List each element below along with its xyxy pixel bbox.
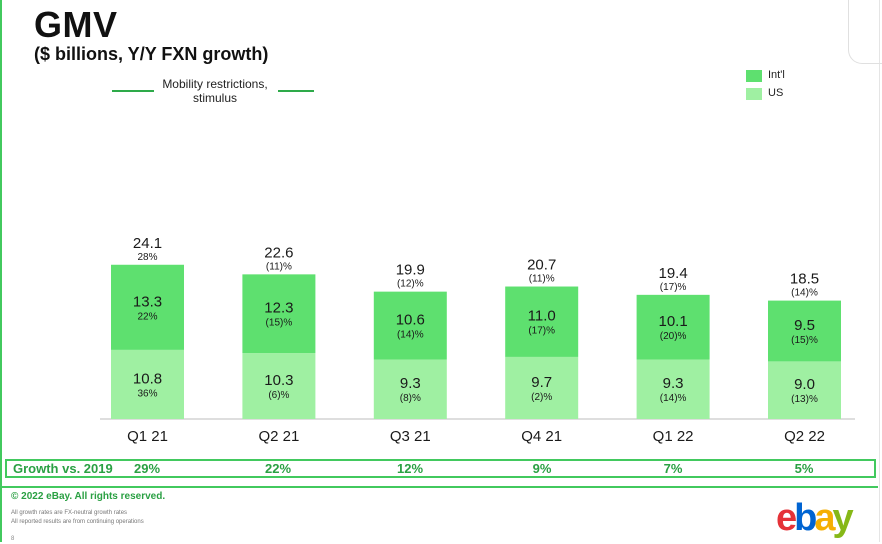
growth-value-q4-21: 9% <box>532 461 552 476</box>
growth-label-us-q3-21: (8)% <box>400 393 421 404</box>
gmv-stacked-bar-chart: 10.836%13.322%24.128%Q1 2110.3(6)%12.3(1… <box>100 235 855 445</box>
total-label-q3-21: 19.9 <box>396 262 425 279</box>
x-tick-label-q4-21: Q4 21 <box>521 428 562 445</box>
annotation-bracket-right <box>278 90 314 92</box>
growth-label-int-l-q2-21: (15)% <box>266 318 293 329</box>
growth-row-label: Growth vs. 2019 <box>13 461 113 476</box>
copyright-text: © 2022 eBay. All rights reserved. <box>11 491 166 502</box>
growth-label-us-q2-22: (13)% <box>791 394 818 405</box>
x-tick-label-q2-22: Q2 22 <box>784 428 825 445</box>
growth-label-us-q1-22: (14)% <box>660 393 687 404</box>
growth-label-int-l-q4-21: (17)% <box>528 326 555 337</box>
growth-label-int-l-q3-21: (14)% <box>397 330 424 341</box>
ebay-logo-letter: e <box>776 497 797 539</box>
data-label-int-l-q3-21: 10.6 <box>396 312 425 329</box>
bar-us-q1-22 <box>636 359 710 419</box>
ebay-logo: ebay <box>776 497 854 539</box>
annotation-note: Mobility restrictions, stimulus <box>162 77 268 105</box>
data-label-int-l-q1-22: 10.1 <box>658 313 687 330</box>
bar-us-q2-21 <box>242 353 316 419</box>
total-label-q1-22: 19.4 <box>658 265 687 282</box>
total-label-q2-21: 22.6 <box>264 244 293 261</box>
x-tick-label-q1-22: Q1 22 <box>653 428 694 445</box>
page-subtitle: ($ billions, Y/Y FXN growth) <box>34 44 269 64</box>
footnote-growth-rates: All growth rates are FX-neutral growth r… <box>11 510 128 516</box>
bar-int-l-q4-21 <box>505 286 579 357</box>
ebay-logo-letter: b <box>794 497 817 539</box>
x-tick-label-q2-21: Q2 21 <box>258 428 299 445</box>
growth-label-us-q2-21: (6)% <box>268 390 289 401</box>
x-tick-label-q3-21: Q3 21 <box>390 428 431 445</box>
total-growth-label-q1-21: 28% <box>137 252 157 263</box>
bar-int-l-q2-22 <box>768 300 841 362</box>
growth-label-int-l-q1-22: (20)% <box>660 331 687 342</box>
total-growth-label-q4-21: (11)% <box>529 274 555 285</box>
data-label-int-l-q2-22: 9.5 <box>794 317 815 334</box>
bar-int-l-q2-21 <box>242 274 316 354</box>
data-label-int-l-q4-21: 11.0 <box>528 308 556 325</box>
total-label-q1-21: 24.1 <box>133 235 162 252</box>
bar-us-q1-21 <box>111 349 184 419</box>
growth-value-q2-22: 5% <box>794 461 814 476</box>
data-label-us-q4-21: 9.7 <box>531 374 552 391</box>
legend-label-intl: Int'l <box>768 69 785 81</box>
total-growth-label-q3-21: (12)% <box>397 279 424 290</box>
growth-value-q1-21: 29% <box>133 461 161 476</box>
bar-us-q4-21 <box>505 356 579 419</box>
growth-label-us-q1-21: 36% <box>137 388 157 399</box>
growth-label-int-l-q2-22: (15)% <box>791 335 818 346</box>
growth-label-us-q4-21: (2)% <box>531 392 552 403</box>
legend-label-us: US <box>768 87 784 99</box>
bar-int-l-q3-21 <box>373 291 447 360</box>
ebay-logo-letter: a <box>814 497 835 539</box>
ebay-logo-letter: y <box>832 497 854 539</box>
data-label-int-l-q2-21: 12.3 <box>264 300 293 317</box>
legend-swatch-us <box>746 88 762 100</box>
x-tick-label-q1-21: Q1 21 <box>127 428 168 445</box>
page-title: GMV <box>34 4 118 45</box>
footnote-continuing-operations: All reported results are from continuing… <box>11 519 144 525</box>
growth-label-int-l-q1-21: 22% <box>137 311 157 322</box>
total-label-q4-21: 20.7 <box>527 257 556 274</box>
total-growth-label-q2-22: (14)% <box>791 288 818 299</box>
growth-row-box <box>5 459 876 478</box>
total-growth-label-q2-21: (11)% <box>266 261 292 272</box>
data-label-us-q2-21: 10.3 <box>264 372 293 389</box>
data-label-us-q1-22: 9.3 <box>663 375 684 392</box>
total-growth-label-q1-22: (17)% <box>660 282 687 293</box>
data-label-int-l-q1-21: 13.3 <box>133 293 162 310</box>
bar-int-l-q1-21 <box>111 264 184 350</box>
bar-us-q2-22 <box>768 361 841 419</box>
footer-rule <box>0 486 878 488</box>
growth-value-q3-21: 12% <box>396 461 424 476</box>
data-label-us-q1-21: 10.8 <box>133 370 162 387</box>
bar-us-q3-21 <box>373 359 447 419</box>
total-label-q2-22: 18.5 <box>790 271 819 288</box>
data-label-us-q3-21: 9.3 <box>400 375 421 392</box>
growth-value-q1-22: 7% <box>663 461 683 476</box>
growth-value-q2-21: 22% <box>264 461 292 476</box>
slide-corner-decoration <box>848 0 882 64</box>
data-label-us-q2-22: 9.0 <box>794 376 815 393</box>
legend-swatch-intl <box>746 70 762 82</box>
bar-int-l-q1-22 <box>636 294 710 360</box>
page-number: 8 <box>11 536 15 542</box>
annotation-bracket-left <box>112 90 154 92</box>
